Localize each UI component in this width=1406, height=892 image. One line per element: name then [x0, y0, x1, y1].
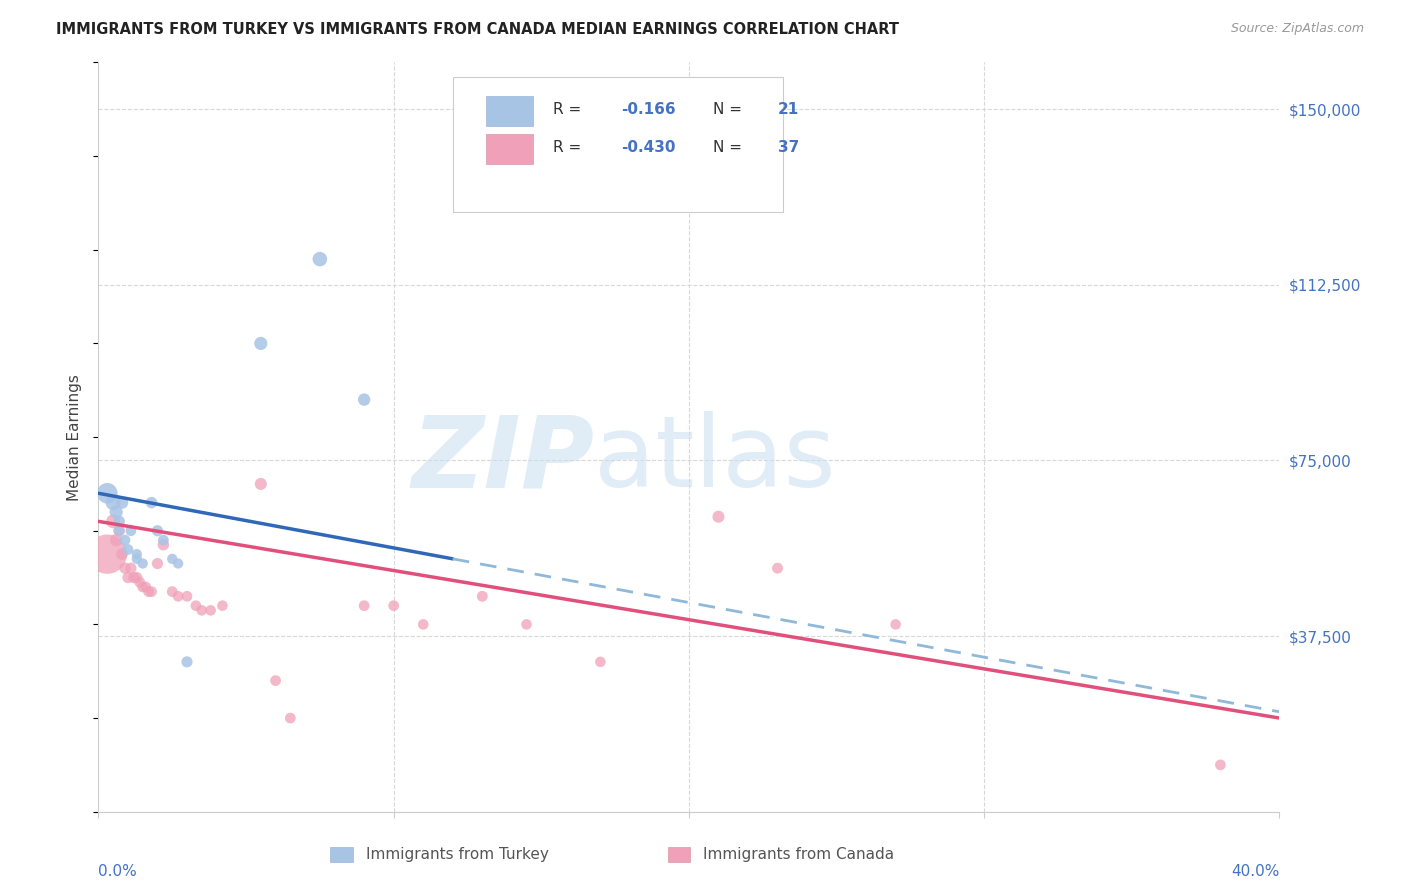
- Point: [211, 599, 233, 613]
- Point: [309, 252, 332, 266]
- Text: Source: ZipAtlas.com: Source: ZipAtlas.com: [1230, 22, 1364, 36]
- Point: [122, 571, 145, 585]
- Point: [152, 538, 174, 552]
- Point: [132, 557, 155, 571]
- Point: [125, 551, 148, 566]
- FancyBboxPatch shape: [453, 78, 783, 212]
- Point: [120, 524, 142, 538]
- Point: [200, 603, 222, 617]
- Point: [412, 617, 434, 632]
- Text: Immigrants from Canada: Immigrants from Canada: [703, 847, 894, 862]
- Point: [125, 571, 148, 585]
- Point: [471, 590, 494, 604]
- Point: [108, 514, 131, 528]
- Point: [162, 551, 183, 566]
- Point: [138, 584, 160, 599]
- Point: [96, 547, 118, 561]
- Text: 37: 37: [778, 140, 799, 154]
- Point: [353, 392, 375, 407]
- Point: [117, 542, 139, 557]
- Point: [103, 514, 125, 528]
- Point: [117, 571, 139, 585]
- Text: R =: R =: [553, 103, 586, 117]
- Text: 21: 21: [778, 103, 799, 117]
- Point: [103, 496, 125, 510]
- Point: [264, 673, 287, 688]
- Point: [146, 557, 169, 571]
- Text: R =: R =: [553, 140, 586, 154]
- Point: [184, 599, 207, 613]
- Point: [141, 584, 163, 599]
- Point: [250, 336, 273, 351]
- Point: [125, 547, 148, 561]
- Point: [1209, 758, 1232, 772]
- Point: [114, 533, 136, 547]
- Point: [111, 496, 134, 510]
- FancyBboxPatch shape: [486, 96, 533, 126]
- Point: [167, 557, 190, 571]
- Point: [111, 547, 134, 561]
- Text: -0.166: -0.166: [621, 103, 676, 117]
- Point: [120, 561, 142, 575]
- Text: IMMIGRANTS FROM TURKEY VS IMMIGRANTS FROM CANADA MEDIAN EARNINGS CORRELATION CHA: IMMIGRANTS FROM TURKEY VS IMMIGRANTS FRO…: [56, 22, 900, 37]
- Point: [114, 561, 136, 575]
- Point: [382, 599, 405, 613]
- Point: [884, 617, 907, 632]
- Point: [766, 561, 789, 575]
- Point: [96, 486, 118, 500]
- Point: [589, 655, 612, 669]
- Point: [108, 524, 131, 538]
- Point: [105, 505, 128, 519]
- Point: [280, 711, 302, 725]
- Text: Immigrants from Turkey: Immigrants from Turkey: [366, 847, 548, 862]
- Point: [191, 603, 214, 617]
- Point: [128, 575, 150, 590]
- Point: [132, 580, 155, 594]
- Point: [162, 584, 183, 599]
- Point: [141, 496, 163, 510]
- FancyBboxPatch shape: [486, 134, 533, 163]
- Text: N =: N =: [713, 140, 747, 154]
- Point: [176, 590, 198, 604]
- Text: 0.0%: 0.0%: [98, 864, 138, 880]
- Text: atlas: atlas: [595, 411, 837, 508]
- Y-axis label: Median Earnings: Median Earnings: [67, 374, 83, 500]
- Point: [135, 580, 157, 594]
- Point: [108, 524, 131, 538]
- Text: ZIP: ZIP: [412, 411, 595, 508]
- Point: [146, 524, 169, 538]
- Point: [105, 533, 128, 547]
- Point: [250, 476, 273, 491]
- Text: -0.430: -0.430: [621, 140, 676, 154]
- Text: N =: N =: [713, 103, 747, 117]
- Point: [152, 533, 174, 547]
- Point: [167, 590, 190, 604]
- Point: [707, 509, 730, 524]
- Point: [176, 655, 198, 669]
- Point: [516, 617, 538, 632]
- Text: 40.0%: 40.0%: [1232, 864, 1279, 880]
- Point: [353, 599, 375, 613]
